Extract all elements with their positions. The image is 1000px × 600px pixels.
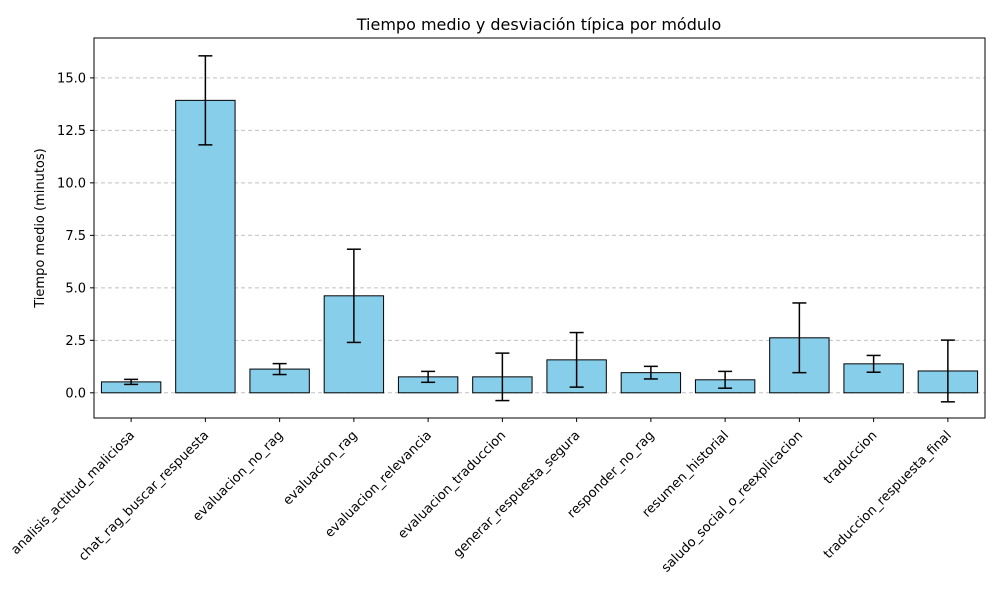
x-tick-label: evaluacion_rag — [280, 428, 360, 508]
y-tick-label: 2.5 — [65, 334, 86, 349]
y-tick-label: 7.5 — [65, 229, 86, 244]
x-axis: analisis_actitud_maliciosachat_rag_busca… — [8, 418, 955, 576]
grid — [94, 77, 985, 394]
error-bars — [124, 55, 955, 403]
y-tick-label: 12.5 — [57, 124, 86, 139]
y-axis: 0.0 2.5 5.0 7.5 10.0 12.5 15.0 — [57, 71, 94, 401]
x-tick-label: analisis_actitud_maliciosa — [8, 428, 138, 558]
y-tick-label: 0.0 — [65, 386, 86, 401]
x-tick-label: traduccion_respuesta_final — [821, 428, 955, 562]
plot-frame — [93, 37, 986, 419]
x-tick-label: saludo_social_o_reexplicacion — [659, 428, 806, 575]
y-tick-label: 15.0 — [57, 71, 86, 86]
bars — [100, 99, 979, 394]
y-axis-label: Tiempo medio (minutos) — [33, 148, 48, 309]
chart-title: Tiempo medio y desviación típica por mód… — [356, 15, 721, 34]
x-tick-label: traduccion — [821, 428, 880, 487]
y-tick-label: 10.0 — [57, 176, 86, 191]
x-tick-label: generar_respuesta_segura — [451, 428, 584, 561]
x-tick-label: chat_rag_buscar_respuesta — [76, 428, 212, 564]
y-tick-label: 5.0 — [65, 281, 86, 296]
